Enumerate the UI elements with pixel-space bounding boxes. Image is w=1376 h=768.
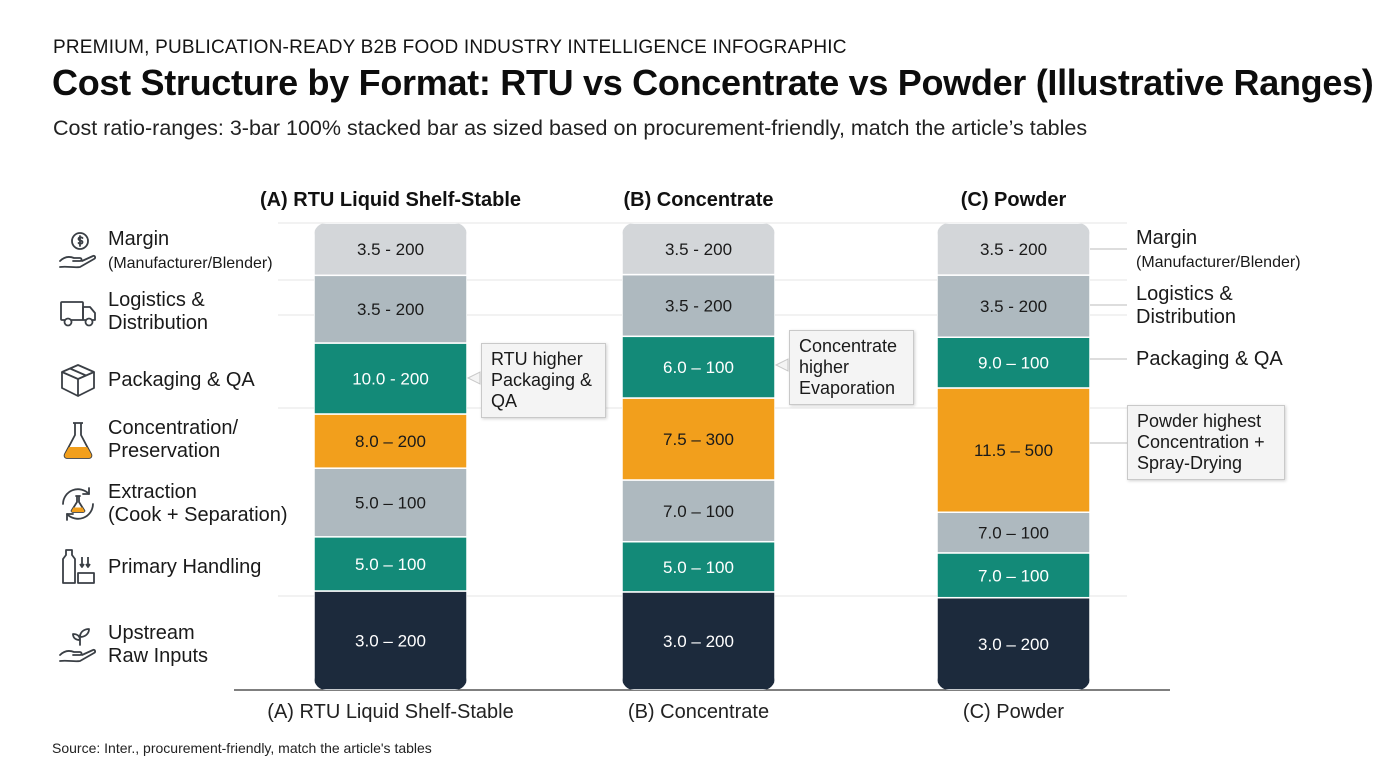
- legend-item-upstream: Upstream Raw Inputs: [54, 621, 208, 669]
- callout-powder: Powder highest Concentration + Spray-Dry…: [1127, 405, 1285, 480]
- data-label: 10.0 - 200: [352, 370, 429, 389]
- legend-label: Margin: [108, 227, 170, 250]
- bar-segment-extraction: [314, 467, 467, 538]
- data-label: 7.5 – 300: [663, 430, 734, 449]
- bar-3: [937, 223, 1090, 690]
- bar-segment-concentration: [622, 397, 775, 481]
- data-label: 3.5 - 200: [357, 240, 424, 259]
- truck-icon: [54, 288, 102, 336]
- data-label: 5.0 – 100: [355, 493, 426, 512]
- data-label: 7.0 – 100: [978, 566, 1049, 585]
- data-label: 3.5 - 200: [980, 240, 1047, 259]
- x-tick-label: (A) RTU Liquid Shelf-Stable: [267, 701, 513, 723]
- callout-concentrate: Concentrate higher Evaporation: [789, 330, 914, 405]
- callout-line: Packaging &: [491, 370, 593, 390]
- data-label: 5.0 – 100: [663, 558, 734, 577]
- right-label-text-line2: Distribution: [1136, 306, 1237, 328]
- bar-1: [314, 223, 467, 690]
- callout-rtu: RTU higher Packaging & QA: [481, 343, 606, 418]
- bar-segment-packaging: [622, 335, 775, 399]
- bar-segment-upstream: [937, 596, 1090, 690]
- legend-label: Packaging & QA: [108, 368, 255, 391]
- data-label: 3.5 - 200: [980, 297, 1047, 316]
- x-tick-label: (C) Powder: [963, 701, 1064, 723]
- callout-line: Concentrate: [799, 336, 898, 356]
- data-label: 3.5 - 200: [357, 300, 424, 319]
- data-label: 5.0 – 100: [355, 555, 426, 574]
- column-header: (A) RTU Liquid Shelf-Stable: [260, 189, 521, 211]
- bar-segment-margin: [622, 223, 775, 276]
- right-label-subtext: (Manufacturer/Blender): [1136, 254, 1301, 271]
- legend-label: Logistics &: [108, 289, 205, 311]
- data-label: 3.5 - 200: [665, 296, 732, 315]
- bar-segment-packaging: [314, 342, 467, 415]
- legend-item-handling: Primary Handling: [54, 543, 261, 591]
- legend-item-logistics: Logistics & Distribution: [54, 288, 208, 336]
- data-label: 11.5 – 500: [974, 441, 1053, 460]
- column-header: (C) Powder: [961, 189, 1067, 211]
- legend-item-extraction: Extraction (Cook + Separation): [54, 480, 288, 528]
- callout-pointer: [774, 358, 789, 372]
- bar-segment-handling: [937, 552, 1090, 599]
- callout-line: QA: [491, 391, 518, 411]
- callout-line: Spray-Drying: [1137, 453, 1243, 473]
- data-label: 3.0 – 200: [663, 632, 734, 651]
- box-icon: [54, 356, 102, 404]
- right-label-logistics: Logistics & Distribution: [1136, 283, 1236, 329]
- column-header: (B) Concentrate: [623, 189, 773, 211]
- page-subtitle: Cost ratio-ranges: 3-bar 100% stacked ba…: [53, 116, 1088, 140]
- callout-line: Concentration +: [1137, 432, 1265, 452]
- legend-label: Primary Handling: [108, 555, 262, 578]
- sprout-hand-icon: [54, 621, 102, 669]
- right-label-text: Packaging & QA: [1136, 348, 1283, 370]
- callout-pointer: [466, 371, 481, 385]
- legend-label-line2: Distribution: [108, 312, 209, 334]
- bar-segment-concentration: [937, 387, 1090, 513]
- bar-segment-margin: [937, 223, 1090, 276]
- data-label: 7.0 – 100: [978, 524, 1049, 543]
- legend-label: Extraction: [108, 481, 197, 503]
- legend-label-line2: (Cook + Separation): [108, 504, 288, 526]
- right-label-text: Margin: [1136, 227, 1198, 249]
- legend-item-packaging: Packaging & QA: [54, 356, 255, 404]
- right-label-margin: Margin (Manufacturer/Blender): [1136, 227, 1301, 274]
- data-label: 8.0 – 200: [355, 432, 426, 451]
- bar-segment-logistics: [314, 274, 467, 344]
- source-note: Source: Inter., procurement-friendly, ma…: [52, 740, 432, 756]
- legend-label-line2: Raw Inputs: [108, 645, 209, 667]
- bar-segment-upstream: [622, 591, 775, 690]
- callout-line: higher: [799, 357, 850, 377]
- callout-line: Evaporation: [799, 378, 896, 398]
- legend-item-margin: Margin (Manufacturer/Blender): [54, 227, 273, 275]
- legend-label: Upstream: [108, 622, 195, 644]
- data-label: 6.0 – 100: [663, 358, 734, 377]
- bar-segment-handling: [314, 536, 467, 592]
- bar-segment-packaging: [937, 336, 1090, 389]
- bar-segment-margin: [314, 223, 467, 277]
- x-tick-label: (B) Concentrate: [628, 701, 769, 723]
- data-label: 9.0 – 100: [978, 354, 1049, 373]
- legend-sublabel: (Manufacturer/Blender): [108, 254, 273, 272]
- cycle-flask-icon: [54, 480, 102, 528]
- bar-segment-concentration: [314, 413, 467, 469]
- right-label-packaging: Packaging & QA: [1136, 348, 1283, 371]
- eyebrow-heading: PREMIUM, PUBLICATION-READY B2B FOOD INDU…: [53, 37, 847, 58]
- data-label: 3.0 – 200: [355, 631, 426, 650]
- data-label: 3.0 – 200: [978, 635, 1049, 654]
- bar-2: [622, 223, 775, 690]
- callout-line: RTU higher: [491, 349, 583, 369]
- bar-segment-logistics: [937, 274, 1090, 338]
- dollar-hand-icon: [54, 227, 102, 275]
- bottle-handling-icon: [54, 543, 102, 591]
- callout-line: Powder highest: [1137, 411, 1262, 431]
- page-title: Cost Structure by Format: RTU vs Concent…: [52, 62, 1374, 103]
- data-label: 7.0 – 100: [663, 502, 734, 521]
- flask-icon: [54, 416, 102, 464]
- right-label-text: Logistics &: [1136, 283, 1233, 305]
- legend-item-concentration: Concentration/Preservation: [54, 416, 238, 464]
- legend-label: Concentration/: [108, 417, 239, 439]
- legend-label-line2: Preservation: [108, 440, 221, 462]
- data-label: 3.5 - 200: [665, 240, 732, 259]
